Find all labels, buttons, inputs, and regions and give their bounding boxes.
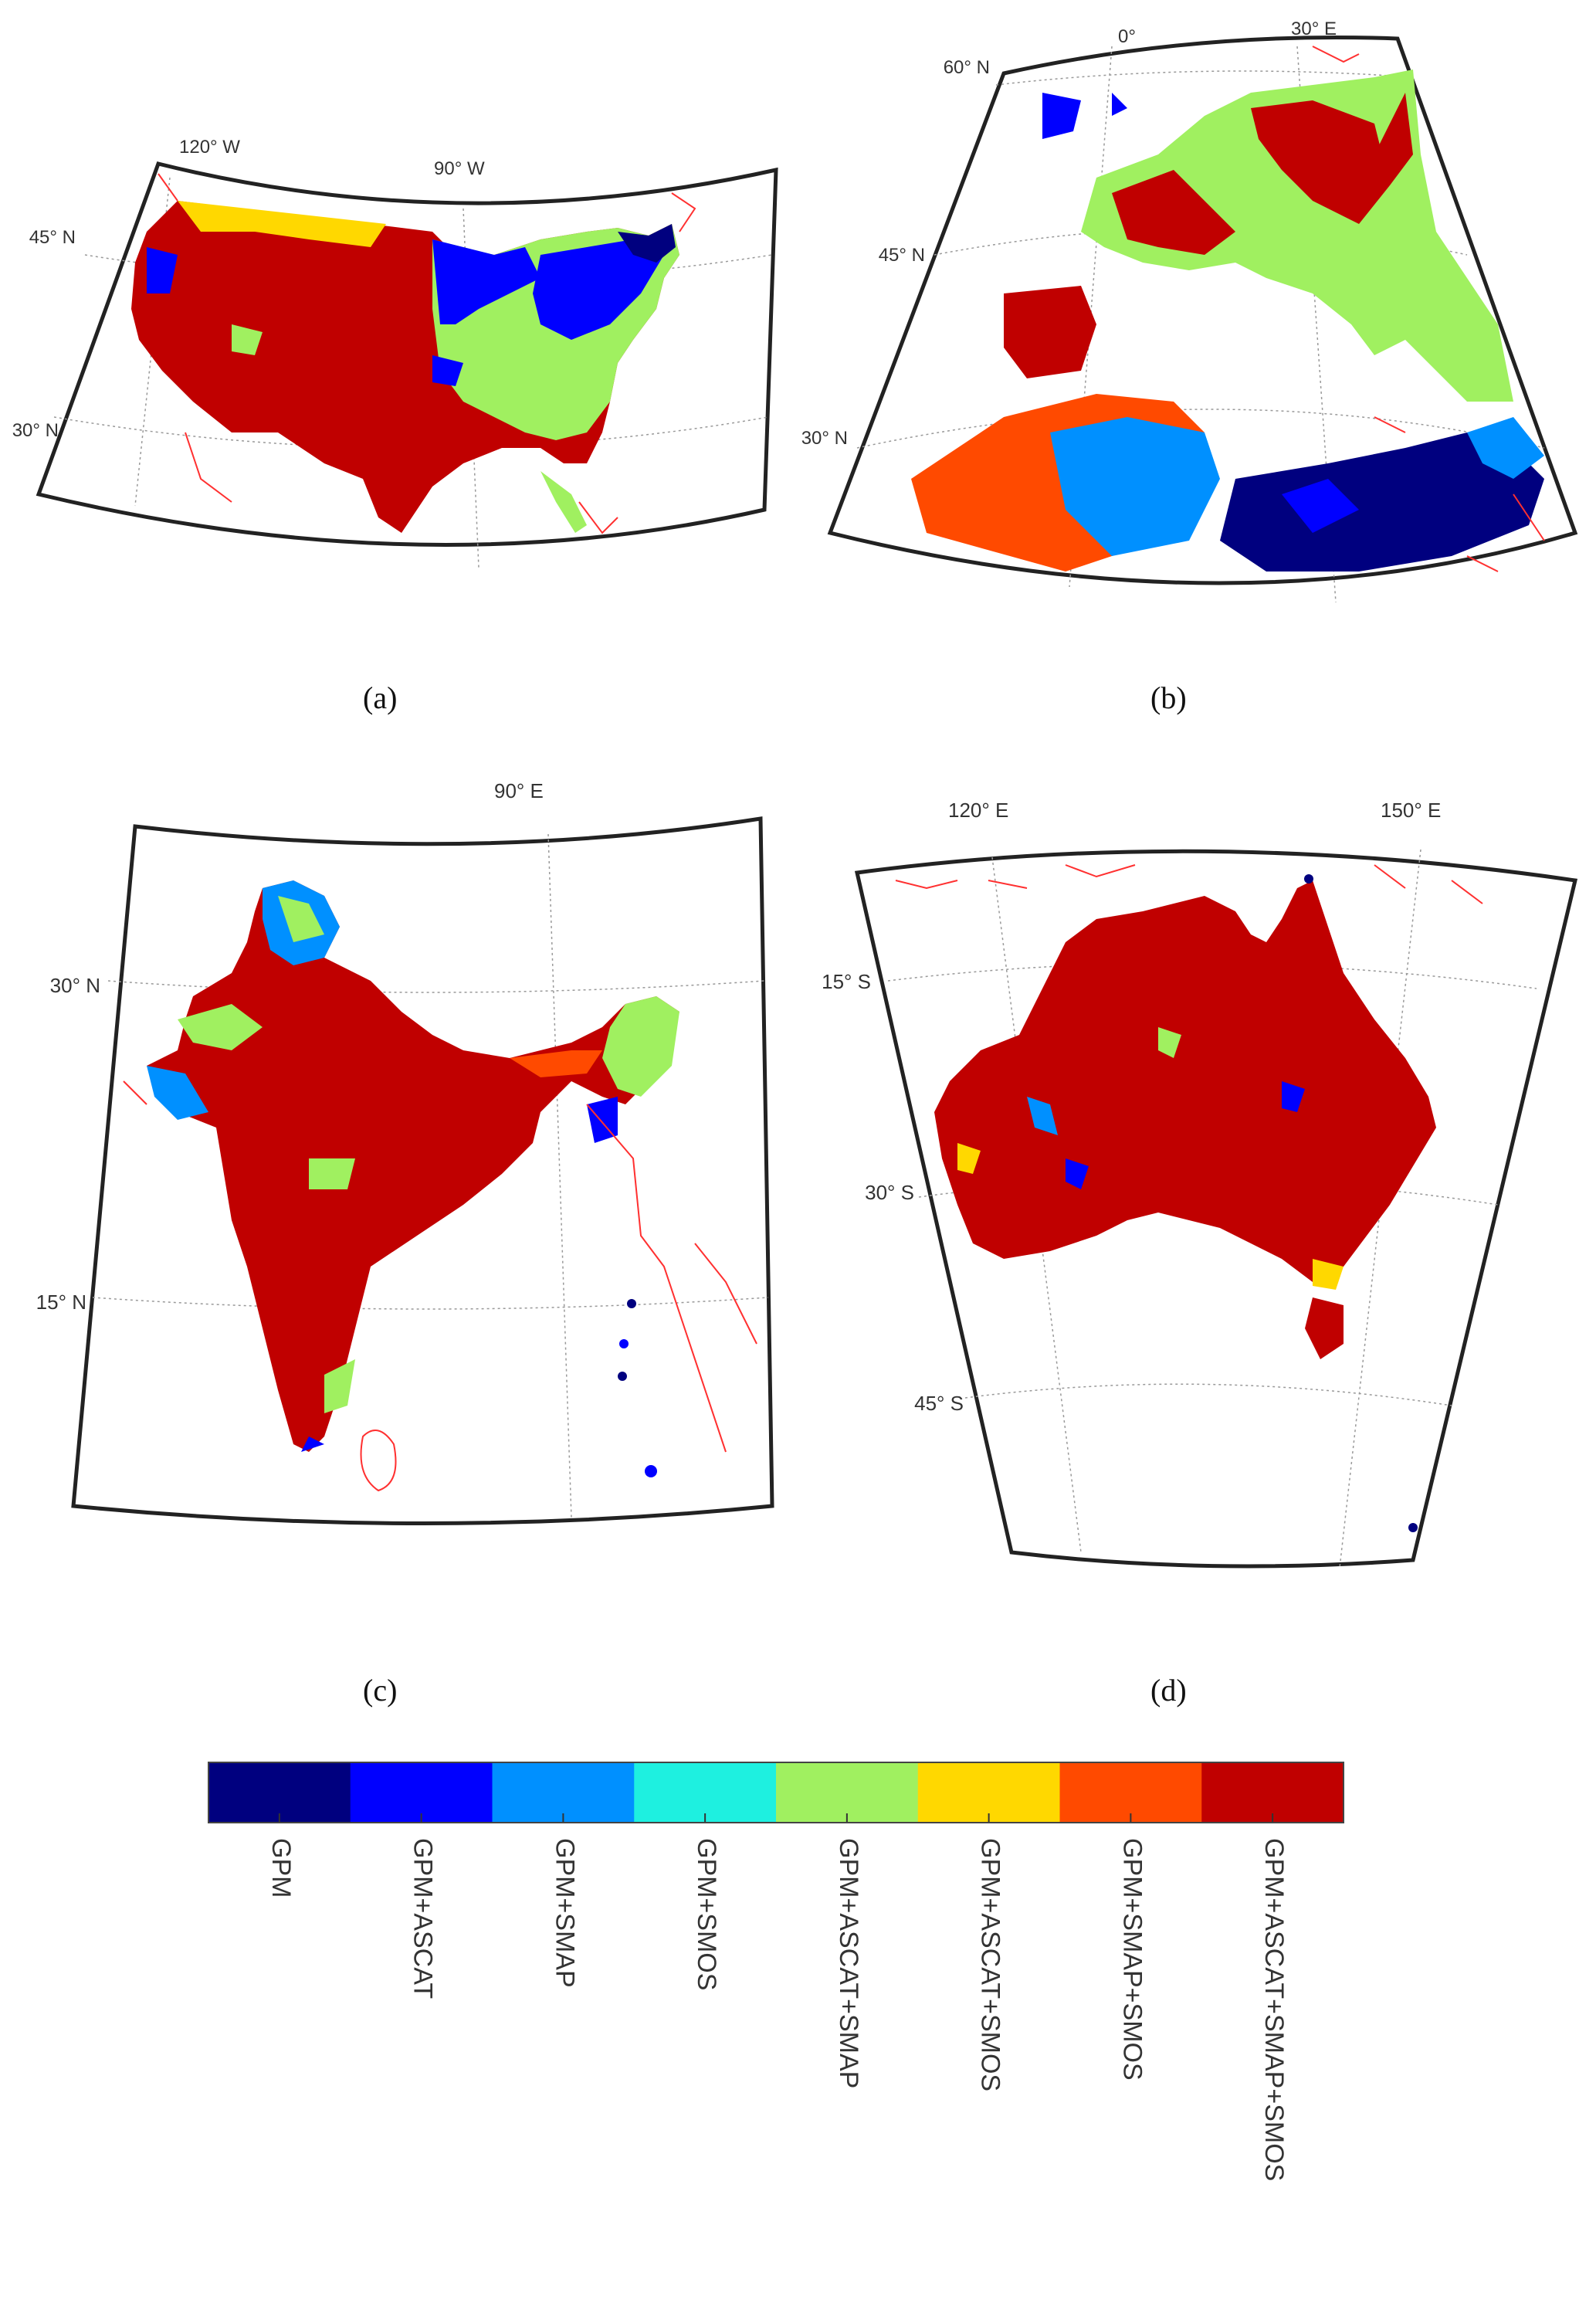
map-panel-b: 0° 30° E 60° N 45° N 30° N (801, 19, 1578, 603)
region-europe (911, 70, 1544, 572)
coastline-b (1312, 46, 1545, 572)
lat-label-d-1: 30° S (865, 1181, 914, 1204)
lat-label-c-1: 15° N (36, 1291, 86, 1314)
colorbar-label: GPM+SMOS (692, 1838, 721, 1990)
colorbar-label: GPM+ASCAT+SMOS (976, 1838, 1005, 2091)
panel-label-b: (b) (1150, 680, 1187, 715)
map-panel-d: 120° E 150° E 15° S 30° S 45° S (822, 799, 1578, 1569)
map-panel-c: 90° E 30° N 15° N (36, 779, 774, 1525)
colorbar-swatch (1059, 1762, 1202, 1823)
panel-label-c: (c) (363, 1673, 398, 1708)
colorbar-swatch (776, 1762, 919, 1823)
colorbar-label: GPM+SMAP+SMOS (1117, 1838, 1147, 2081)
panel-label-d: (d) (1150, 1673, 1187, 1708)
coastline-d (895, 864, 1483, 904)
colorbar-label: GPM+ASCAT (408, 1838, 438, 1999)
graticule-c (92, 833, 769, 1518)
lon-label-b-1: 30° E (1291, 19, 1337, 39)
colorbar-swatch (1201, 1762, 1344, 1823)
colorbar-swatch (492, 1762, 635, 1823)
colorbar-label: GPM+ASCAT+SMAP (834, 1838, 863, 2088)
lat-label-b-1: 45° N (879, 245, 925, 266)
lon-label-b-0: 0° (1118, 26, 1136, 47)
map-panel-a: 120° W 90° W 45° N 30° N (12, 137, 778, 568)
lat-label-d-2: 45° S (914, 1392, 964, 1415)
lat-label-a-0: 45° N (29, 227, 76, 248)
lat-label-d-0: 15° S (822, 970, 871, 993)
colorbar-swatch (917, 1762, 1060, 1823)
region-india (147, 880, 679, 1477)
colorbar-label: GPM+ASCAT+SMAP+SMOS (1259, 1838, 1289, 2181)
lon-label-c-0: 90° E (494, 779, 544, 802)
region-usa (131, 201, 679, 533)
colorbar-frame (208, 1762, 1344, 1823)
lat-label-b-0: 60° N (944, 57, 990, 78)
colorbar-swatch (208, 1762, 351, 1823)
colorbar-swatch (634, 1762, 777, 1823)
lat-label-a-1: 30° N (12, 420, 59, 441)
lat-label-c-0: 30° N (50, 974, 100, 997)
lon-label-a-1: 90° W (434, 158, 485, 179)
panel-label-a: (a) (363, 680, 398, 715)
colorbar-label: GPM (266, 1838, 296, 1898)
lon-label-a-0: 120° W (179, 137, 240, 158)
colorbar-swatch (350, 1762, 493, 1823)
lon-label-d-0: 120° E (948, 799, 1008, 822)
lon-label-d-1: 150° E (1381, 799, 1441, 822)
lat-label-b-2: 30° N (801, 428, 848, 449)
region-australia (934, 874, 1436, 1532)
colorbar-label: GPM+SMAP (550, 1838, 579, 1988)
coastline-c (123, 1080, 757, 1492)
coastline-a (158, 173, 696, 534)
colorbar: GPM GPM+ASCAT GPM+SMAP GPM+SMOS GPM+ASCAT+SM… (208, 1762, 1344, 2181)
